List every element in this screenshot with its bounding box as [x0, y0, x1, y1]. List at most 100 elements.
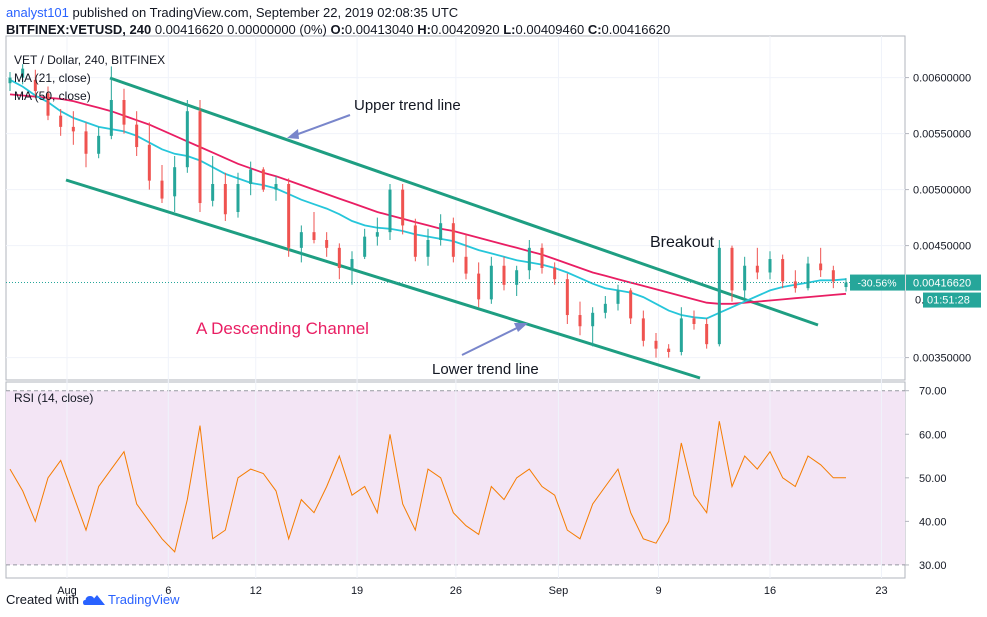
upper-trend-line — [109, 76, 819, 327]
change-tag — [850, 274, 905, 291]
low-label: L: — [503, 22, 516, 37]
symbol-legend: VET / Dollar, 240, BITFINEX — [14, 53, 165, 67]
candle-body — [819, 263, 823, 271]
ma21-legend: MA (21, close) — [14, 71, 91, 85]
candle-body — [312, 232, 316, 240]
candle-body — [173, 167, 177, 197]
upper-trend-arrowhead — [287, 129, 299, 139]
candle-body — [299, 232, 303, 248]
open-value: 0.00413040 — [344, 22, 418, 37]
tradingview-logo[interactable]: TradingView — [82, 592, 180, 607]
publish-text: published on TradingView.com, September … — [68, 5, 459, 20]
price-tick-label: 0.00350000 — [913, 353, 971, 365]
high-label: H: — [417, 22, 431, 37]
candle-body — [97, 135, 101, 154]
candle-body — [692, 318, 696, 324]
price-tick-label: 0.00600000 — [913, 73, 971, 85]
tradingview-brand: TradingView — [107, 592, 180, 607]
candle-body — [730, 247, 734, 291]
breakout-label: Breakout — [650, 234, 715, 251]
rsi-tick-label: 60.00 — [919, 429, 947, 441]
price-tick-label: 0.00550000 — [913, 129, 971, 141]
grid — [6, 36, 905, 578]
candle-body — [616, 290, 620, 304]
ma50-legend: MA (50, close) — [14, 89, 91, 103]
candle-body — [553, 268, 557, 280]
candle-body — [540, 247, 544, 268]
candle-body — [603, 303, 607, 313]
candle-body — [413, 225, 417, 257]
candle-body — [46, 93, 50, 116]
candle-body — [439, 223, 443, 240]
candle-body — [59, 115, 63, 127]
candle-body — [793, 281, 797, 289]
candle-body — [654, 340, 658, 349]
rsi-tick-label: 30.00 — [919, 560, 947, 572]
candle-body — [375, 232, 379, 237]
x-tick-label: 26 — [450, 585, 462, 597]
candle-body — [33, 79, 37, 92]
chart-header: analyst101 published on TradingView.com,… — [6, 4, 670, 38]
candle-body — [21, 68, 25, 78]
rsi-line — [9, 421, 846, 553]
candle-body — [831, 270, 835, 282]
candle-body — [350, 259, 354, 268]
open-label: O: — [330, 22, 345, 37]
candle-body — [806, 263, 810, 289]
author-link[interactable]: analyst101 — [6, 5, 69, 20]
candle-body — [122, 100, 126, 125]
candle-body — [451, 223, 455, 257]
candle-body — [363, 236, 367, 257]
candle-body — [8, 77, 12, 84]
candle-body — [667, 348, 671, 352]
rsi-tick-label: 50.00 — [919, 473, 947, 485]
countdown-tag — [923, 292, 981, 308]
candle-body — [135, 124, 139, 148]
candle-body — [502, 265, 506, 285]
candle-body — [717, 247, 721, 345]
candle-body — [629, 290, 633, 319]
price-tick-label: 0.00500000 — [913, 185, 971, 197]
candle-body — [464, 256, 468, 274]
low-value: 0.00409460 — [515, 22, 588, 37]
candle-body — [249, 169, 253, 184]
candle-body — [743, 265, 747, 291]
candle-body — [198, 111, 202, 204]
candle-body — [679, 318, 683, 352]
candle-body — [565, 279, 569, 316]
candle-body — [223, 184, 227, 215]
channel-label: A Descending Channel — [196, 319, 369, 338]
quote-value: 0.00416620 0.00000000 (0%) — [151, 22, 331, 37]
rsi-tick-label: 70.00 — [919, 386, 947, 398]
price-tick-label: 0.00450000 — [913, 241, 971, 253]
close-label: C: — [587, 22, 602, 37]
candle-body — [388, 189, 392, 233]
x-tick-label: Sep — [549, 585, 569, 597]
candle-body — [781, 259, 785, 282]
close-value: 0.00416620 — [601, 22, 671, 37]
candle-body — [705, 324, 709, 345]
created-with-text: Created with — [6, 592, 79, 607]
x-tick-label: 23 — [875, 585, 887, 597]
ohlc-line: BITFINEX:VETUSD, 240 0.00416620 0.000000… — [6, 21, 670, 38]
lower-trend-arrow — [461, 324, 524, 356]
candle-body — [325, 240, 329, 248]
lower-trend-label: Lower trend line — [432, 361, 539, 378]
candle-body — [147, 144, 151, 181]
candle-body — [477, 273, 481, 300]
footer: Created with TradingView — [6, 592, 180, 607]
symbol-label: BITFINEX:VETUSD, 240 — [6, 22, 152, 37]
candle-body — [591, 312, 595, 327]
candle-body — [71, 126, 75, 132]
tradingview-cloud-icon — [82, 594, 105, 605]
candle-body — [211, 184, 215, 201]
high-value: 0.00420920 — [430, 22, 504, 37]
candle-body — [844, 282, 848, 288]
candle-body — [274, 184, 278, 190]
candle-body — [755, 265, 759, 273]
candle-body — [236, 184, 240, 212]
candle-body — [515, 270, 519, 285]
price-zero-label: 0. — [915, 295, 924, 307]
change-tag-text: -30.56% — [857, 278, 896, 290]
candles — [8, 64, 848, 358]
